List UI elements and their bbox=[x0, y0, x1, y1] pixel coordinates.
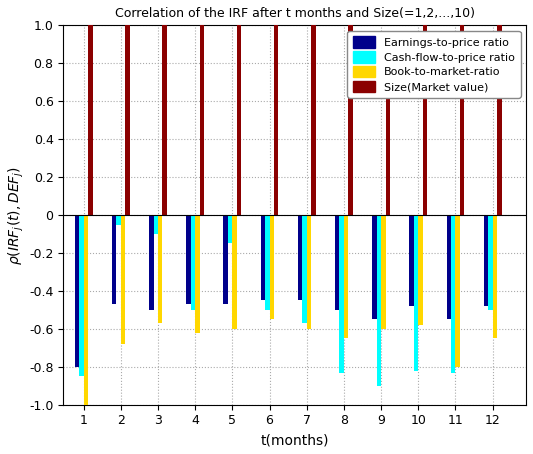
Bar bbox=[154, 215, 158, 234]
Bar bbox=[84, 215, 88, 405]
Bar bbox=[377, 215, 381, 386]
Bar bbox=[261, 215, 265, 301]
Bar bbox=[75, 215, 79, 367]
Bar bbox=[223, 215, 228, 304]
Bar bbox=[191, 215, 195, 310]
Bar bbox=[306, 215, 311, 329]
X-axis label: t(months): t(months) bbox=[261, 433, 329, 447]
Bar bbox=[488, 215, 492, 310]
Bar bbox=[451, 215, 455, 373]
Bar bbox=[311, 25, 316, 215]
Bar bbox=[200, 25, 204, 215]
Bar bbox=[228, 215, 232, 243]
Bar bbox=[492, 215, 497, 338]
Bar bbox=[265, 215, 270, 310]
Bar bbox=[112, 215, 116, 304]
Bar bbox=[163, 25, 167, 215]
Bar bbox=[270, 215, 274, 320]
Bar bbox=[298, 215, 302, 301]
Bar bbox=[232, 215, 237, 329]
Bar bbox=[187, 215, 191, 304]
Bar bbox=[418, 215, 423, 325]
Bar bbox=[335, 215, 340, 310]
Bar bbox=[79, 215, 84, 376]
Bar bbox=[116, 215, 121, 225]
Bar bbox=[385, 92, 390, 215]
Bar bbox=[381, 215, 385, 329]
Bar bbox=[423, 25, 427, 215]
Bar bbox=[88, 25, 93, 215]
Bar bbox=[344, 215, 349, 338]
Title: Correlation of the IRF after t months and Size(=1,2,...,10): Correlation of the IRF after t months an… bbox=[115, 7, 475, 20]
Bar bbox=[340, 215, 344, 373]
Bar bbox=[237, 25, 241, 215]
Bar bbox=[302, 215, 306, 323]
Bar bbox=[372, 215, 377, 320]
Y-axis label: $\rho(IRF_j(t), DEF_j)$: $\rho(IRF_j(t), DEF_j)$ bbox=[7, 165, 26, 265]
Bar bbox=[158, 215, 163, 323]
Bar bbox=[121, 215, 125, 344]
Legend: Earnings-to-price ratio, Cash-flow-to-price ratio, Book-to-market-ratio, Size(Ma: Earnings-to-price ratio, Cash-flow-to-pr… bbox=[348, 31, 521, 98]
Bar bbox=[455, 215, 460, 367]
Bar bbox=[274, 25, 278, 215]
Bar bbox=[195, 215, 200, 333]
Bar bbox=[349, 25, 353, 215]
Bar bbox=[447, 215, 451, 320]
Bar bbox=[125, 25, 130, 215]
Bar bbox=[149, 215, 154, 310]
Bar bbox=[483, 215, 488, 306]
Bar bbox=[414, 215, 418, 370]
Bar bbox=[409, 215, 414, 306]
Bar bbox=[460, 25, 464, 215]
Bar bbox=[497, 25, 502, 215]
